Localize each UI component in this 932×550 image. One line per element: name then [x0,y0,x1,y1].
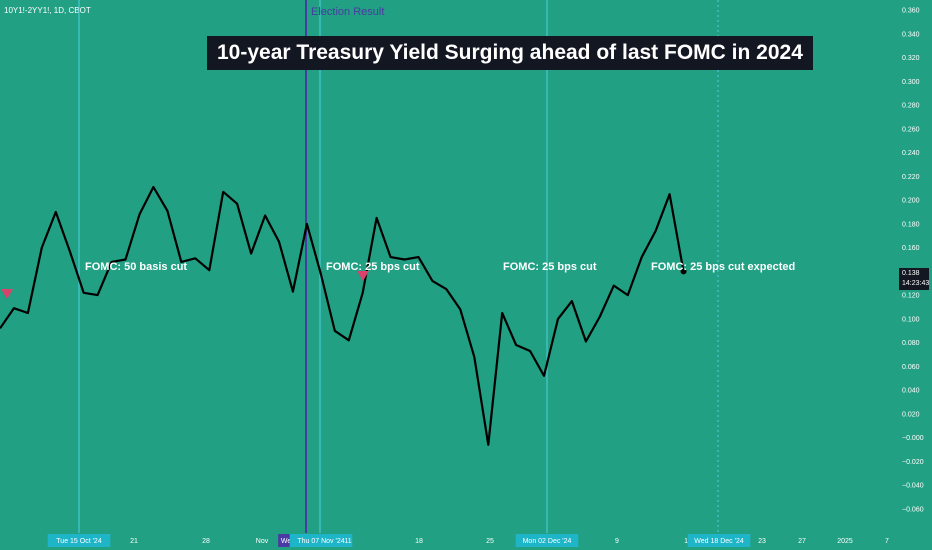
x-tick-label: Thu 07 Nov '24 [297,538,344,545]
y-tick-label: 0.180 [902,221,920,228]
x-tick-label: 9 [615,538,619,545]
y-tick-label: 0.240 [902,150,920,157]
y-tick-label: 0.060 [902,364,920,371]
x-tick-label: 11 [344,538,351,545]
fomc-annotation: FOMC: 25 bps cut [503,261,597,273]
signal-down-triangle [357,271,369,281]
y-tick-label: 0.220 [902,174,920,181]
countdown: 14:23:43 [902,280,930,287]
election-result-label: Election Result [311,6,385,18]
y-tick-label: −0.040 [902,483,924,490]
last-price-badge: 0.138 14:23:43 [899,268,929,290]
x-tick-label: Wed 18 Dec '24 [694,538,744,545]
x-tick-label: Nov [256,538,269,545]
series-line [0,185,685,446]
x-tick-label: 25 [486,538,494,545]
x-tick-label: Mon 02 Dec '24 [523,538,572,545]
last-value: 0.138 [902,270,920,277]
x-tick-label: 28 [202,538,210,545]
x-tick-badge [47,534,111,547]
y-tick-label: 0.200 [902,198,920,205]
y-tick-label: 0.340 [902,31,920,38]
y-tick-label: 0.300 [902,79,920,86]
x-tick-label: Wed [281,538,295,545]
x-tick-badge [515,534,579,547]
x-tick-label: 7 [885,538,889,545]
x-tick-label: 23 [758,538,766,545]
x-tick-label: 21 [130,538,138,545]
chart-title: 10-year Treasury Yield Surging ahead of … [207,36,813,70]
y-tick-label: 0.360 [902,8,920,15]
y-tick-label: 0.100 [902,316,920,323]
x-tick-label: 27 [798,538,806,545]
y-tick-label: 0.260 [902,126,920,133]
last-point-dot [680,268,687,275]
symbol-label: 10Y1!-2YY1!, 1D, CBOT [4,6,91,15]
y-tick-label: −0.020 [902,459,924,466]
signal-down-triangle [1,289,13,299]
y-tick-label: −0.000 [902,435,924,442]
fomc-annotation: FOMC: 25 bps cut [326,261,420,273]
fomc-annotation: FOMC: 25 bps cut expected [651,261,795,273]
x-tick-badge [687,534,751,547]
x-tick-label: 2025 [837,538,853,545]
y-tick-label: 0.120 [902,293,920,300]
y-tick-label: 0.040 [902,388,920,395]
y-tick-label: 0.280 [902,103,920,110]
y-tick-label: −0.060 [902,507,924,514]
x-tick-label: Tue 15 Oct '24 [56,538,102,545]
y-tick-label: 0.080 [902,340,920,347]
x-tick-badge [289,534,353,547]
x-tick-label: 18 [415,538,423,545]
fomc-annotation: FOMC: 50 basis cut [85,261,187,273]
y-tick-label: 0.160 [902,245,920,252]
y-tick-label: 0.020 [902,411,920,418]
y-tick-label: 0.320 [902,55,920,62]
